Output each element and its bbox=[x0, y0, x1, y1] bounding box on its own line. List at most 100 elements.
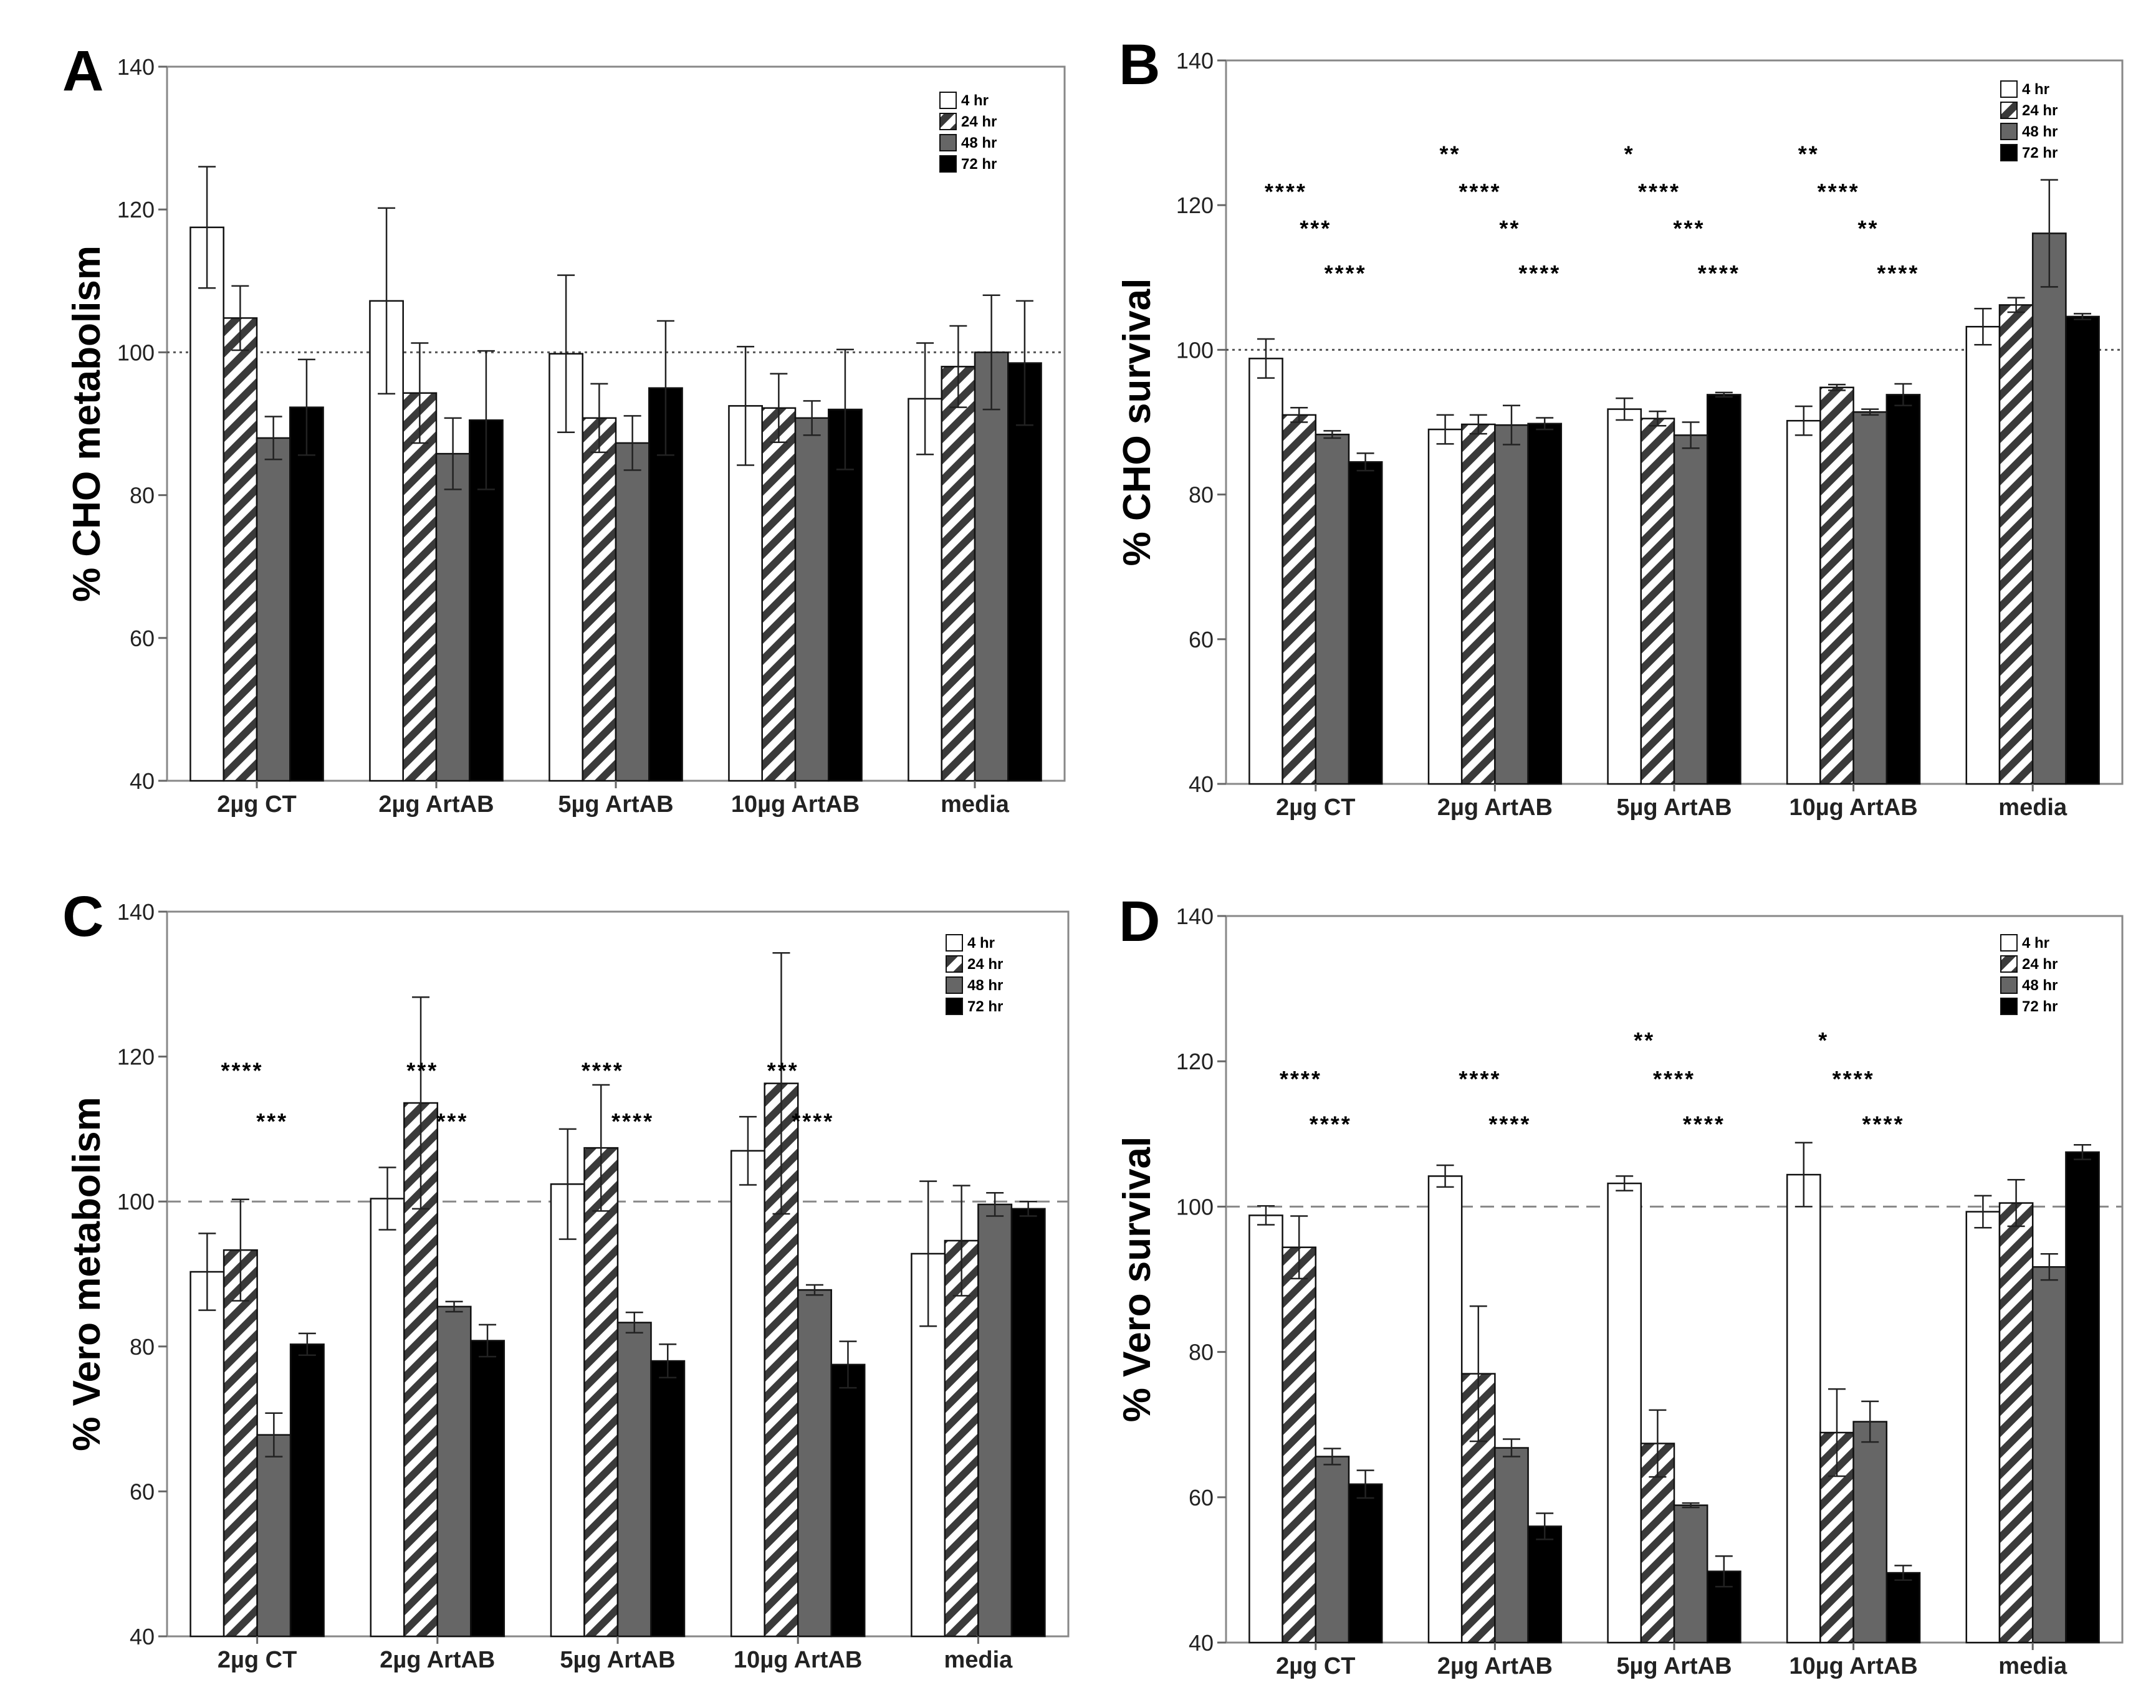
significance-label: *** bbox=[767, 1057, 799, 1083]
significance-label: **** bbox=[1638, 179, 1680, 204]
error-bar bbox=[1861, 1400, 1879, 1443]
significance-label: *** bbox=[256, 1109, 288, 1134]
error-bar bbox=[1894, 383, 1912, 407]
legend-swatch bbox=[2000, 934, 2018, 952]
significance-label: ** bbox=[1798, 141, 1819, 167]
panel-C: 40 60 80 100 120 140 % Vero metabolism C 2µg CT 2… bbox=[62, 885, 1070, 1673]
error-bar bbox=[557, 274, 575, 434]
bar-4hr-0 bbox=[1248, 358, 1283, 785]
panel-D: 40 60 80 100 120 140 % Vero survival D 2µg CT 2µg… bbox=[1116, 890, 2124, 1679]
error-bar bbox=[412, 996, 430, 1210]
significance-label: **** bbox=[1310, 1111, 1352, 1137]
bar-48hr-2 bbox=[616, 1322, 652, 1638]
bar-48hr-4 bbox=[2031, 232, 2067, 785]
bar-4hr-4 bbox=[908, 398, 942, 782]
x-tick-label: 5µg ArtAB bbox=[1616, 794, 1732, 821]
significance-label: **** bbox=[611, 1109, 654, 1134]
bar-24hr-1 bbox=[1460, 423, 1496, 785]
error-bar bbox=[297, 358, 315, 456]
bar-48hr-2 bbox=[1673, 434, 1708, 785]
significance-label: **** bbox=[1698, 260, 1740, 286]
y-tick-label: 140 bbox=[117, 899, 155, 925]
error-bar bbox=[411, 342, 429, 444]
y-tick-label: 140 bbox=[1176, 904, 1214, 929]
error-bar bbox=[1015, 300, 1033, 426]
error-bar bbox=[1257, 338, 1275, 379]
y-tick-label: 100 bbox=[117, 340, 155, 365]
legend: 4 hr 24 hr 48 hr 72 hr bbox=[946, 934, 1003, 1015]
bar-72hr-1 bbox=[470, 1340, 505, 1638]
bar-48hr-1 bbox=[1494, 1447, 1529, 1644]
y-tick-label: 60 bbox=[130, 626, 155, 651]
error-bar bbox=[836, 348, 854, 470]
y-tick-label: 100 bbox=[1176, 1194, 1214, 1219]
legend-swatch bbox=[939, 92, 957, 109]
error-bar bbox=[772, 952, 790, 1215]
x-tick-label: 2µg CT bbox=[218, 1647, 297, 1673]
error-bar bbox=[1503, 1438, 1521, 1458]
bar-4hr-2 bbox=[550, 1183, 585, 1638]
error-bar bbox=[1536, 1512, 1554, 1540]
bar-24hr-4 bbox=[1998, 1202, 2034, 1644]
significance-label: **** bbox=[1488, 1111, 1531, 1137]
x-tick-label: 5µg ArtAB bbox=[560, 1647, 675, 1673]
legend-swatch bbox=[946, 998, 963, 1015]
error-bar bbox=[1649, 1409, 1667, 1478]
error-bar bbox=[198, 166, 216, 289]
bar-24hr-0 bbox=[223, 317, 258, 782]
bar-24hr-4 bbox=[941, 366, 976, 782]
bar-4hr-0 bbox=[1248, 1214, 1283, 1644]
legend-swatch bbox=[2000, 102, 2018, 119]
error-bar bbox=[231, 1198, 249, 1302]
significance-label: ** bbox=[1440, 141, 1461, 167]
bar-72hr-0 bbox=[1348, 1483, 1383, 1644]
error-bar bbox=[625, 1311, 643, 1333]
error-bar bbox=[2007, 297, 2025, 313]
bar-24hr-0 bbox=[1282, 1246, 1317, 1644]
y-tick-label: 40 bbox=[130, 768, 155, 794]
x-tick-label: 2µg CT bbox=[217, 791, 296, 818]
significance-label: **** bbox=[1833, 1066, 1875, 1092]
significance-label: **** bbox=[582, 1057, 624, 1083]
error-bar bbox=[2040, 1252, 2058, 1281]
error-bar bbox=[1828, 383, 1846, 391]
error-bar bbox=[737, 345, 755, 466]
error-bar bbox=[916, 342, 934, 456]
legend-label: 48 hr bbox=[961, 135, 997, 151]
bar-4hr-3 bbox=[1786, 419, 1821, 785]
bar-72hr-0 bbox=[1348, 461, 1383, 785]
legend: 4 hr 24 hr 48 hr 72 hr bbox=[939, 92, 997, 173]
error-bar bbox=[1536, 417, 1554, 431]
significance-label: **** bbox=[1459, 179, 1501, 204]
bar-72hr-4 bbox=[1010, 1208, 1046, 1638]
error-bar bbox=[1503, 404, 1521, 446]
bar-24hr-4 bbox=[1998, 304, 2034, 785]
error-bar bbox=[1974, 307, 1992, 346]
legend-label: 48 hr bbox=[2022, 123, 2058, 140]
legend-label: 24 hr bbox=[2022, 102, 2058, 119]
bar-72hr-0 bbox=[289, 1343, 325, 1638]
error-bar bbox=[1616, 397, 1634, 421]
error-bar bbox=[1894, 1565, 1912, 1581]
error-bar bbox=[623, 415, 641, 471]
panel-letter: C bbox=[62, 885, 103, 948]
bar-4hr-1 bbox=[1427, 428, 1463, 785]
y-tick-label: 60 bbox=[1189, 1485, 1214, 1510]
error-bar bbox=[739, 1115, 757, 1186]
x-tick-label: 10µg ArtAB bbox=[731, 791, 860, 818]
legend-label: 24 hr bbox=[2022, 956, 2058, 973]
error-bar bbox=[1469, 1305, 1487, 1443]
legend-swatch bbox=[2000, 144, 2018, 161]
error-bar bbox=[2074, 313, 2092, 320]
x-tick-label: 2µg ArtAB bbox=[1437, 794, 1553, 821]
y-tick-label: 80 bbox=[1189, 1340, 1214, 1365]
error-bar bbox=[1974, 1195, 1992, 1229]
legend-label: 24 hr bbox=[967, 956, 1003, 973]
legend-swatch bbox=[2000, 80, 2018, 98]
legend-swatch bbox=[939, 155, 957, 173]
error-bar bbox=[445, 1300, 463, 1313]
significance-label: **** bbox=[1862, 1111, 1904, 1137]
error-bar bbox=[982, 294, 1000, 411]
error-bar bbox=[265, 1412, 283, 1458]
legend-label: 48 hr bbox=[967, 977, 1003, 994]
